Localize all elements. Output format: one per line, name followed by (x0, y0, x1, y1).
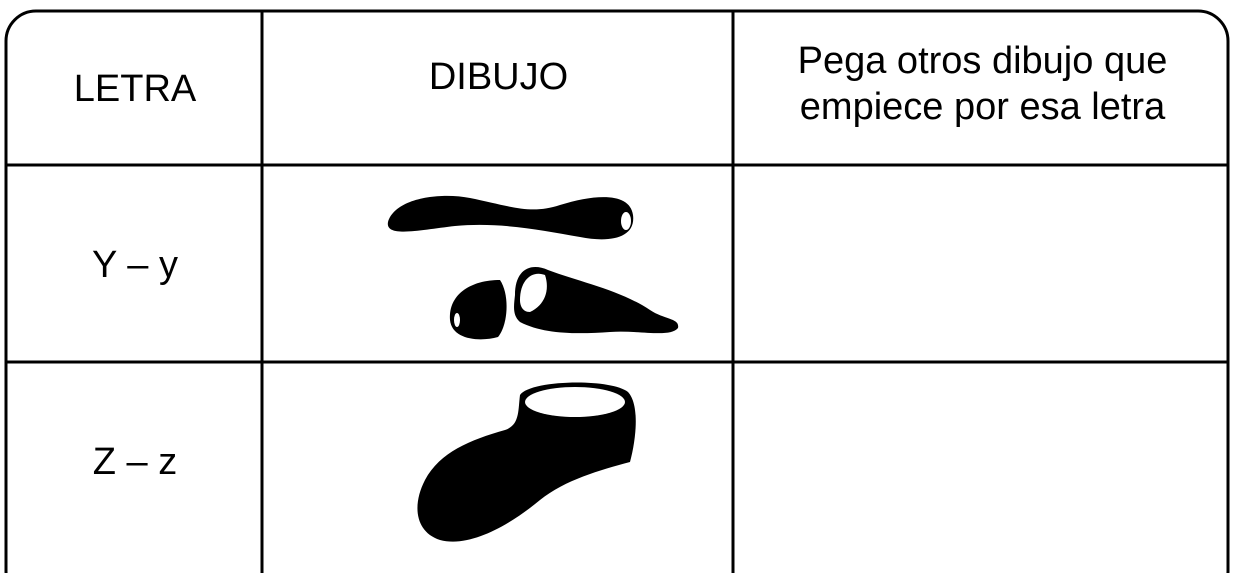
header-cell: DIBUJO (428, 56, 569, 98)
yam-drawing (387, 195, 679, 340)
outer-border (4, 9, 1230, 573)
header-cell: Pega otros dibujo que empiece por esa le… (797, 39, 1168, 128)
letter-cell: Z – z (92, 440, 178, 483)
header-cell: LETRA (73, 67, 197, 110)
letter-cell: Y – y (92, 243, 178, 286)
shoe-drawing (417, 382, 636, 542)
